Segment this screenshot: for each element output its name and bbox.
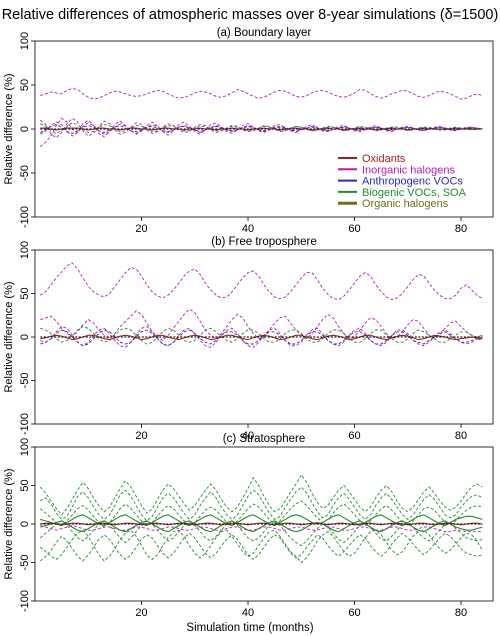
series-biogenic-vocs-soa-0 <box>39 473 483 516</box>
x-tick-label: 60 <box>348 607 360 619</box>
y-axis-label: Relative difference (%) <box>3 281 15 392</box>
series-oxidants-9 <box>40 522 483 526</box>
y-tick-label: 50 <box>19 79 31 91</box>
series-anthropogenc-vocs-5 <box>40 124 483 134</box>
y-tick-label: 0 <box>19 521 31 527</box>
x-tick-label: 80 <box>455 430 467 442</box>
y-tick-label: -50 <box>19 373 31 389</box>
panel-title: (a) Boundary layer <box>217 27 312 39</box>
y-axis-label: Relative difference (%) <box>3 468 15 579</box>
y-tick-label: -100 <box>19 206 31 228</box>
series-inorganic-halogens-0 <box>40 88 483 100</box>
series-biogenic-vocs-soa-7 <box>40 520 483 533</box>
y-tick-label: 0 <box>19 126 31 132</box>
x-tick-label: 80 <box>455 223 467 235</box>
y-tick-label: 50 <box>19 287 31 299</box>
panel-2: (b) Free troposphere -100 -50 0 50 100 20 40 60 8… <box>3 236 494 442</box>
series-group <box>39 473 483 564</box>
legend-label: Organic halogens <box>362 198 449 210</box>
y-tick-label: -50 <box>19 165 31 181</box>
x-tick-label: 80 <box>455 607 467 619</box>
legend-label: Oxidants <box>362 153 406 165</box>
figure-title: Relative differences of atmospheric mass… <box>2 7 499 23</box>
series-group <box>40 88 483 147</box>
series-inorganic-halogens-8 <box>40 525 483 533</box>
series-anthropogenc-vocs-4 <box>40 329 483 347</box>
series-biogenic-vocs-soa-5 <box>40 520 483 547</box>
series-biogenic-vocs-soa-2 <box>40 529 483 564</box>
panel-1: (a) Boundary layer -100 -50 0 50 100 20 40 60 80 R… <box>3 27 494 235</box>
x-tick-label: 60 <box>348 430 360 442</box>
series-inorganic-halogens-3 <box>40 121 483 137</box>
panel-title: (c) Stratosphere <box>223 433 305 445</box>
y-tick-label: 100 <box>19 438 31 456</box>
series-inorganic-halogens-2 <box>40 326 483 348</box>
y-tick-label: -50 <box>19 555 31 571</box>
series-biogenic-vocs-soa-1 <box>40 486 483 522</box>
panel-title: (b) Free troposphere <box>211 236 316 248</box>
x-tick-label: 40 <box>242 223 254 235</box>
legend-label: Biogenic VOCs, SOA <box>362 187 467 199</box>
x-tick-label: 20 <box>135 223 147 235</box>
y-tick-label: -100 <box>19 413 31 435</box>
series-biogenic-vocs-soa-3 <box>40 532 483 562</box>
y-tick-label: 0 <box>19 334 31 340</box>
y-tick-label: -100 <box>19 590 31 612</box>
x-tick-label: 20 <box>135 430 147 442</box>
legend-label: Anthropogenc VOCs <box>362 176 463 188</box>
legend-label: Inorganic halogens <box>362 164 455 176</box>
x-tick-label: 40 <box>242 607 254 619</box>
y-tick-label: 100 <box>19 241 31 259</box>
x-axis-label: Simulation time (months) <box>186 622 313 634</box>
panels: (a) Boundary layer -100 -50 0 50 100 20 40 60 80 R… <box>3 27 494 619</box>
x-tick-label: 40 <box>242 430 254 442</box>
series-group <box>40 262 483 348</box>
y-tick-label: 50 <box>19 479 31 491</box>
x-tick-label: 20 <box>135 607 147 619</box>
panel-3: (c) Stratosphere -100 -50 0 50 100 20 40 60 80 Rel… <box>3 433 494 619</box>
x-tick-label: 60 <box>348 223 360 235</box>
series-biogenic-vocs-soa-6 <box>40 514 483 527</box>
series-inorganic-halogens-1 <box>40 117 483 147</box>
y-tick-label: 100 <box>19 32 31 50</box>
y-axis-label: Relative difference (%) <box>3 73 15 184</box>
series-inorganic-halogens-0 <box>40 262 483 301</box>
